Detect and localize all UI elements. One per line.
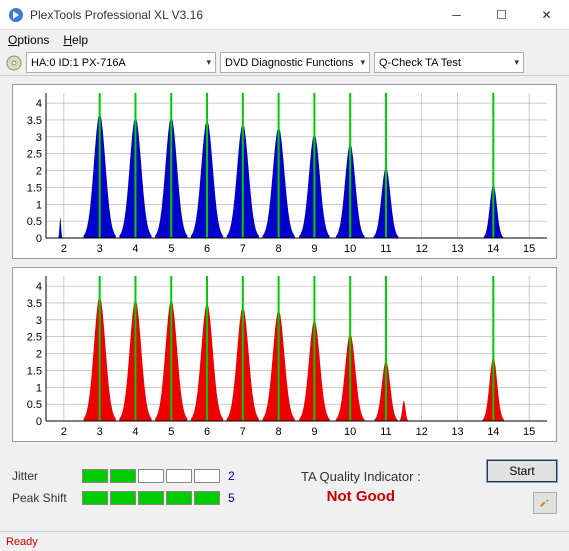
svg-text:4: 4: [36, 98, 42, 110]
indicator-box: [194, 469, 220, 483]
svg-text:2: 2: [36, 166, 42, 178]
svg-text:0.5: 0.5: [27, 216, 42, 228]
function-select[interactable]: DVD Diagnostic Functions▾: [220, 52, 370, 73]
svg-text:14: 14: [487, 426, 499, 438]
status-text: Ready: [6, 536, 38, 548]
chart-top: 0 0.5 1 1.5 2 2.5 3 3.5 4 2 3 4 5 6 7 8 9 10 11 12 13 14 15: [12, 84, 557, 259]
statusbar: Ready: [0, 531, 569, 551]
toolbar: HA:0 ID:1 PX-716A▾ DVD Diagnostic Functi…: [0, 50, 569, 76]
settings-button[interactable]: [533, 492, 557, 514]
svg-text:11: 11: [380, 426, 391, 438]
quality-label: TA Quality Indicator :: [235, 469, 487, 484]
svg-text:3.5: 3.5: [27, 298, 42, 310]
drive-select[interactable]: HA:0 ID:1 PX-716A▾: [26, 52, 216, 73]
indicator-box: [82, 469, 108, 483]
chart-bottom: 0 0.5 1 1.5 2 2.5 3 3.5 4 2 3 4 5 6 7 8 9 10 11 12 13 14 15: [12, 267, 557, 442]
indicator-box: [110, 469, 136, 483]
svg-text:12: 12: [416, 426, 428, 438]
svg-text:13: 13: [451, 426, 463, 438]
app-logo-icon: [8, 7, 24, 23]
indicator-box: [194, 491, 220, 505]
peakshift-value: 5: [228, 491, 235, 505]
svg-text:0: 0: [36, 233, 42, 245]
svg-text:7: 7: [240, 426, 246, 438]
svg-text:5: 5: [168, 426, 174, 438]
svg-text:1.5: 1.5: [27, 182, 42, 194]
jitter-boxes: [82, 469, 220, 483]
chevron-down-icon: ▾: [360, 57, 365, 68]
svg-text:4: 4: [132, 426, 138, 438]
svg-text:9: 9: [311, 243, 317, 255]
svg-text:0.5: 0.5: [27, 399, 42, 411]
start-button[interactable]: Start: [487, 460, 557, 482]
chevron-down-icon: ▾: [514, 57, 519, 68]
indicator-box: [166, 491, 192, 505]
svg-text:8: 8: [276, 426, 282, 438]
svg-text:4: 4: [132, 243, 138, 255]
indicator-box: [138, 491, 164, 505]
svg-text:15: 15: [523, 426, 535, 438]
wrench-icon: [538, 496, 552, 510]
svg-text:0: 0: [36, 416, 42, 428]
peakshift-label: Peak Shift: [12, 491, 82, 505]
indicator-box: [166, 469, 192, 483]
svg-text:3: 3: [36, 132, 42, 144]
svg-text:12: 12: [416, 243, 428, 255]
indicator-box: [138, 469, 164, 483]
svg-text:1: 1: [36, 199, 42, 211]
svg-text:11: 11: [380, 243, 391, 255]
svg-text:3: 3: [36, 315, 42, 327]
svg-text:6: 6: [204, 426, 210, 438]
svg-text:8: 8: [276, 243, 282, 255]
menu-help[interactable]: Help: [63, 33, 88, 47]
indicator-box: [110, 491, 136, 505]
window-title: PlexTools Professional XL V3.16: [30, 8, 434, 22]
svg-text:3: 3: [97, 243, 103, 255]
svg-text:7: 7: [240, 243, 246, 255]
quality-indicator: TA Quality Indicator : Not Good: [235, 469, 487, 505]
menu-options[interactable]: Options: [8, 33, 49, 47]
indicator-box: [82, 491, 108, 505]
jitter-label: Jitter: [12, 469, 82, 483]
menubar: Options Help: [0, 30, 569, 50]
jitter-row: Jitter 2: [12, 469, 235, 483]
svg-text:13: 13: [451, 243, 463, 255]
svg-text:3: 3: [97, 426, 103, 438]
close-button[interactable]: ✕: [524, 0, 569, 30]
maximize-button[interactable]: ☐: [479, 0, 524, 30]
svg-text:1: 1: [36, 382, 42, 394]
svg-text:9: 9: [311, 426, 317, 438]
svg-text:2: 2: [61, 243, 67, 255]
svg-text:4: 4: [36, 281, 42, 293]
svg-text:2.5: 2.5: [27, 149, 42, 161]
svg-text:1.5: 1.5: [27, 365, 42, 377]
svg-text:5: 5: [168, 243, 174, 255]
peakshift-row: Peak Shift 5: [12, 491, 235, 505]
svg-text:2.5: 2.5: [27, 332, 42, 344]
test-select[interactable]: Q-Check TA Test▾: [374, 52, 524, 73]
jitter-value: 2: [228, 469, 235, 483]
svg-text:3.5: 3.5: [27, 115, 42, 127]
svg-text:10: 10: [344, 426, 356, 438]
svg-text:2: 2: [36, 349, 42, 361]
svg-text:10: 10: [344, 243, 356, 255]
svg-text:14: 14: [487, 243, 499, 255]
disc-icon: [6, 55, 22, 71]
svg-text:2: 2: [61, 426, 67, 438]
svg-text:6: 6: [204, 243, 210, 255]
quality-value: Not Good: [327, 488, 395, 505]
minimize-button[interactable]: ─: [434, 0, 479, 30]
svg-text:15: 15: [523, 243, 535, 255]
summary-panel: Jitter 2 Peak Shift 5 TA Quality Indicat…: [0, 454, 569, 520]
chevron-down-icon: ▾: [206, 57, 211, 68]
titlebar: PlexTools Professional XL V3.16 ─ ☐ ✕: [0, 0, 569, 30]
peakshift-boxes: [82, 491, 220, 505]
